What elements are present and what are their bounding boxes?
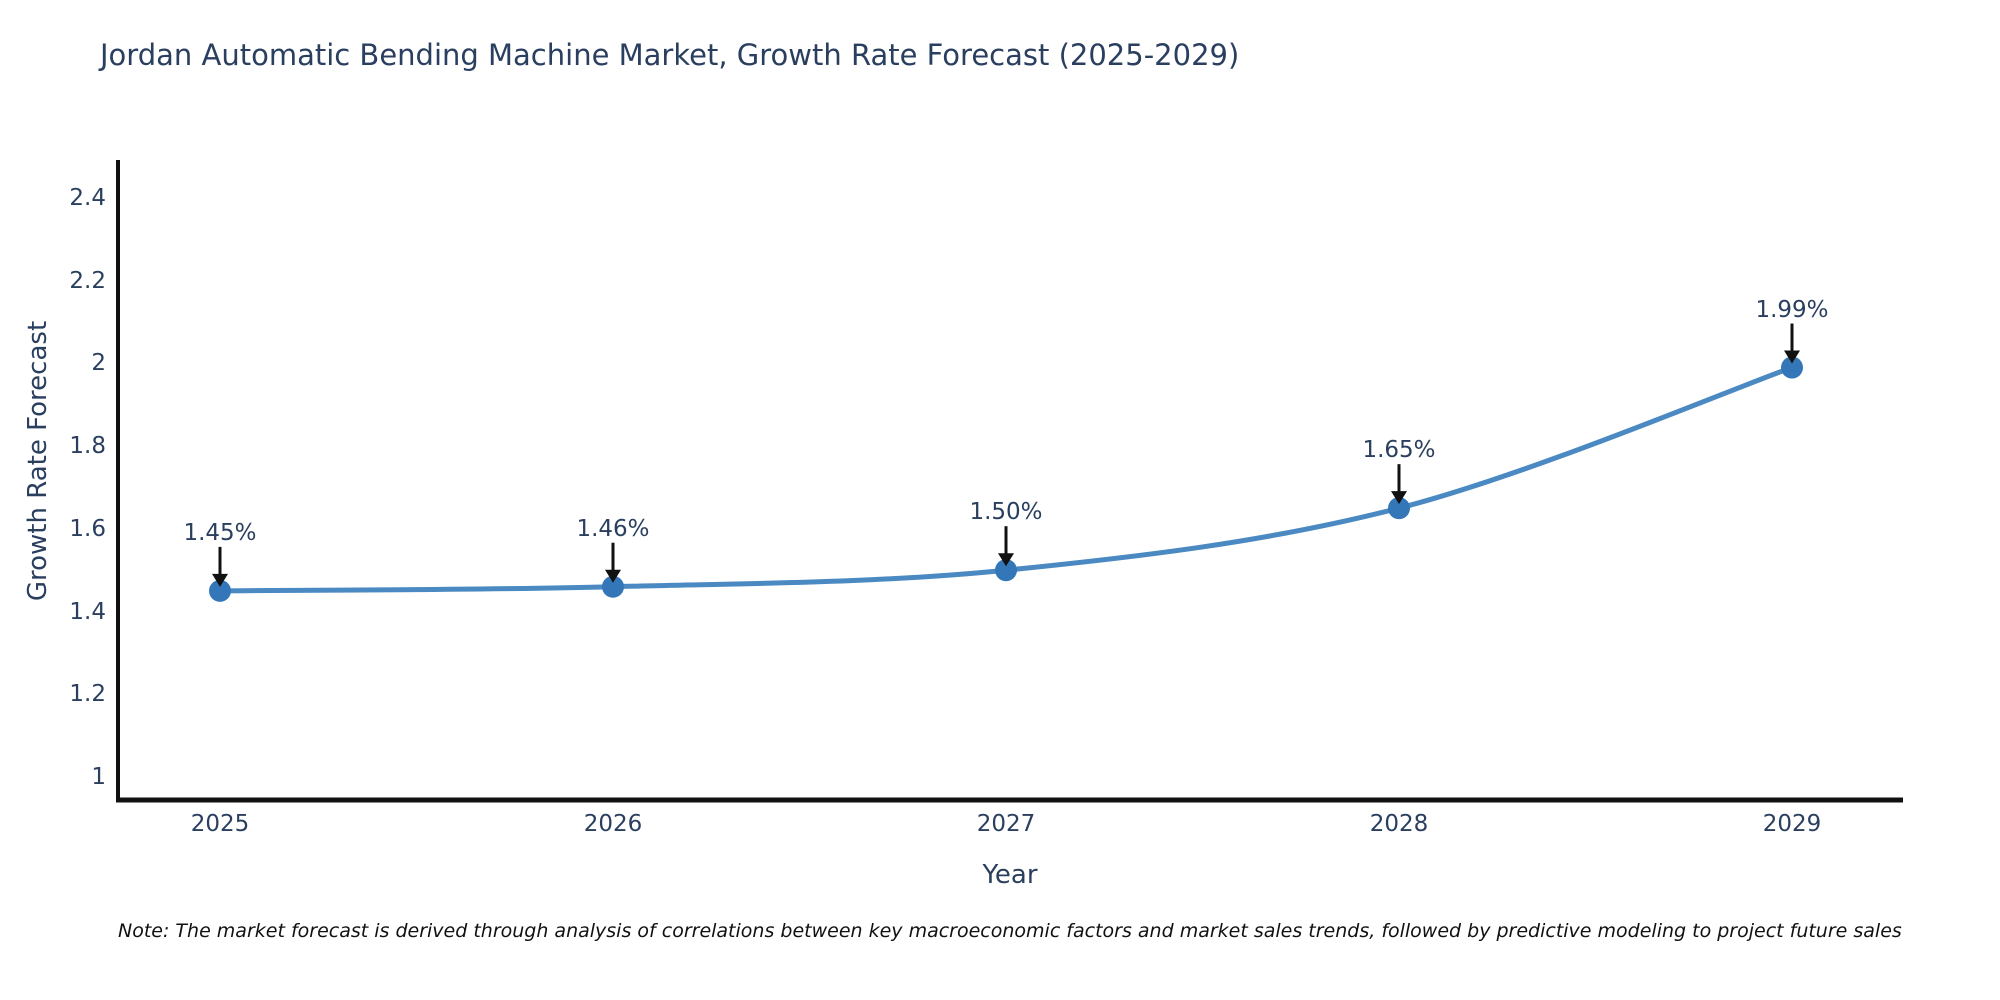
data-point-marker xyxy=(209,579,231,602)
y-tick-label: 2 xyxy=(91,350,106,377)
annotation-arrow-head xyxy=(998,553,1014,567)
data-point-marker xyxy=(602,575,624,598)
footnote: Note: The market forecast is derived thr… xyxy=(118,920,1902,942)
y-tick-label: 1.2 xyxy=(69,681,106,708)
y-tick-label: 1.6 xyxy=(69,515,106,542)
x-tick-label: 2025 xyxy=(190,811,250,837)
annotation-arrow-head xyxy=(212,573,228,587)
point-annotation: 1.50% xyxy=(969,499,1043,526)
annotation-arrow-head xyxy=(605,569,621,583)
data-point-marker xyxy=(1781,356,1803,379)
y-axis-title: Growth Rate Forecast xyxy=(23,320,53,602)
x-tick-label: 2026 xyxy=(583,811,643,837)
data-point-marker xyxy=(1388,497,1410,520)
point-annotation: 1.65% xyxy=(1362,437,1436,464)
x-tick-label: 2028 xyxy=(1369,811,1429,837)
annotation-arrow-head xyxy=(1391,491,1407,505)
x-tick-label: 2029 xyxy=(1762,811,1822,837)
data-point-marker xyxy=(995,559,1017,582)
y-tick-label: 1.8 xyxy=(69,433,106,460)
x-axis-title: Year xyxy=(982,860,1038,890)
y-tick-label: 1.4 xyxy=(69,598,106,625)
y-tick-label: 2.2 xyxy=(69,267,106,294)
point-annotation: 1.45% xyxy=(183,519,257,546)
y-tick-label: 2.4 xyxy=(69,184,106,211)
x-tick-label: 2027 xyxy=(976,811,1036,837)
annotation-arrow-head xyxy=(1784,350,1800,364)
y-tick-label: 1 xyxy=(91,764,106,790)
point-annotation: 1.99% xyxy=(1755,296,1829,323)
chart-title: Jordan Automatic Bending Machine Market,… xyxy=(100,38,1240,72)
point-annotation: 1.46% xyxy=(576,515,650,542)
